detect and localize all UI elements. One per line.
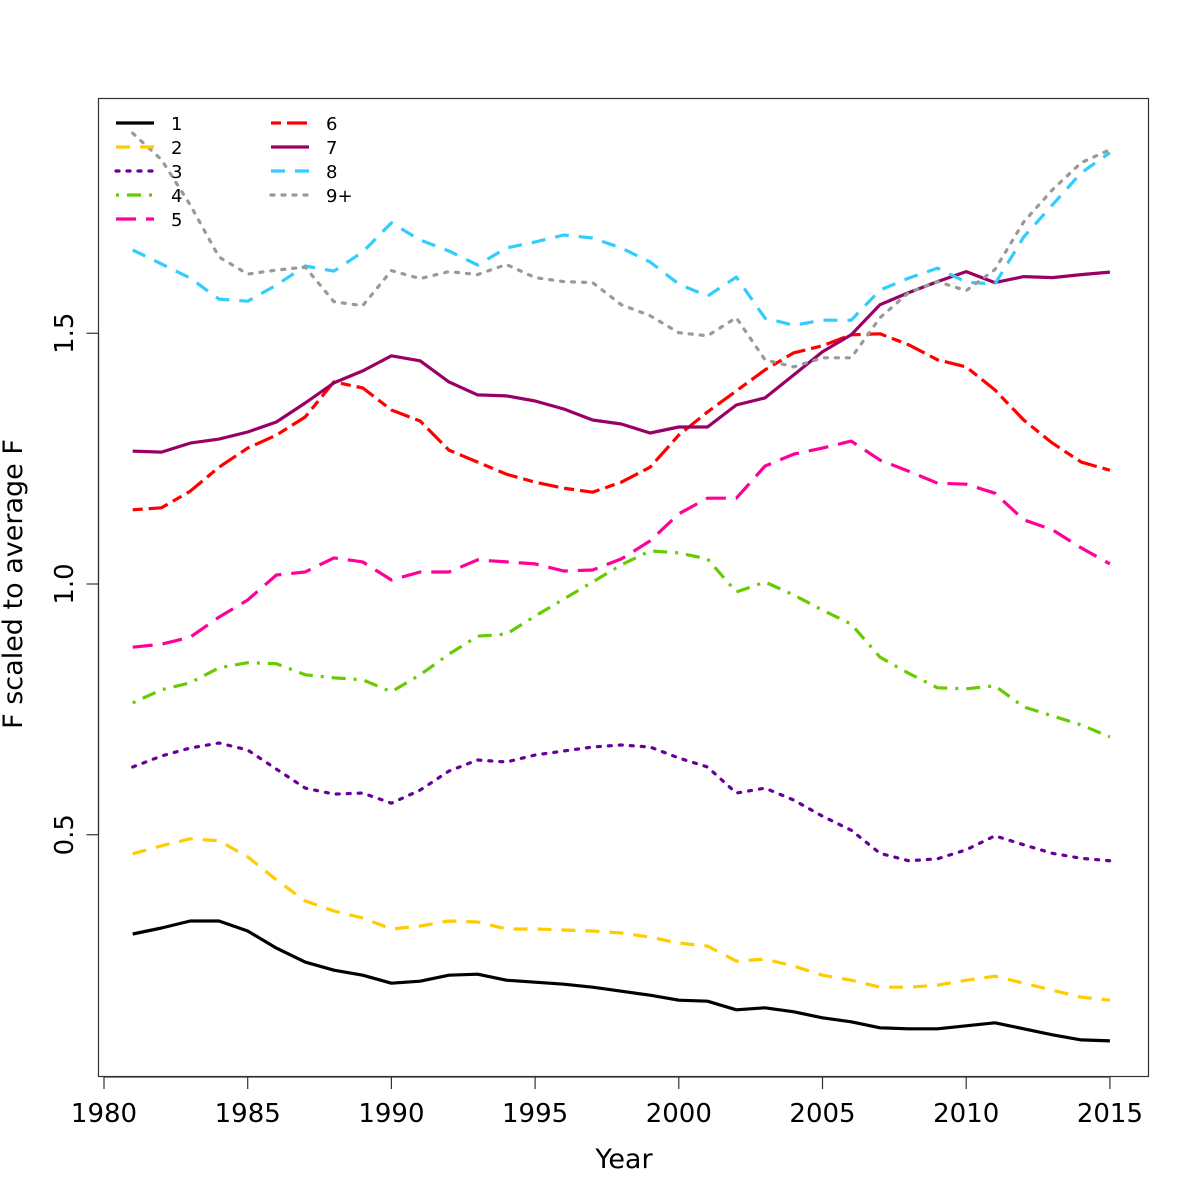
y-tick-label: 0.5 [50,814,80,855]
legend-label: 8 [326,162,337,183]
x-tick-label: 1980 [71,1099,137,1129]
legend-label: 4 [171,186,182,207]
series-line-4 [132,549,1111,739]
series-line-5 [132,439,1111,649]
x-tick-label: 1985 [215,1099,281,1129]
x-tick-label: 2000 [646,1099,712,1129]
series-line-6 [132,332,1111,512]
legend-item-7: 7 [271,138,337,159]
legend-label: 5 [171,210,182,231]
x-tick-label: 2005 [789,1099,855,1129]
series-line-7 [132,270,1111,454]
y-tick-label: 1.0 [50,563,80,604]
legend-label: 7 [326,138,337,159]
legend-label: 1 [171,114,182,135]
x-tick-label: 2015 [1077,1099,1143,1129]
legend: 1 2 3 4 5 6 7 8 9+ [114,114,353,231]
x-tick-label: 2010 [933,1099,999,1129]
legend-item-8: 8 [271,162,337,183]
y-axis-title: F scaled to average F [0,439,29,729]
legend-item-2: 2 [116,138,182,159]
y-axis: 0.5 1.0 1.5 [50,313,100,855]
legend-item-1: 1 [116,114,182,135]
series-line-3 [131,741,1112,863]
x-tick-label: 1995 [502,1099,568,1129]
legend-item-3: 3 [114,162,182,183]
legend-label: 3 [171,162,182,183]
series-line-9plus [131,131,1112,369]
series-line-2 [132,837,1111,1002]
legend-item-9plus: 9+ [269,186,353,207]
legend-label: 6 [326,114,337,135]
legend-item-6: 6 [271,114,337,135]
legend-label: 2 [171,138,182,159]
x-axis: 1980 1985 1990 1995 2000 2005 2010 2015 [71,1076,1143,1129]
legend-item-4: 4 [116,186,182,207]
legend-item-5: 5 [116,210,182,231]
y-tick-label: 1.5 [50,313,80,354]
series-layer [131,131,1112,1043]
x-axis-title: Year [594,1144,653,1175]
x-tick-label: 1990 [358,1099,424,1129]
legend-label: 9+ [326,186,353,207]
series-line-1 [132,919,1110,1043]
